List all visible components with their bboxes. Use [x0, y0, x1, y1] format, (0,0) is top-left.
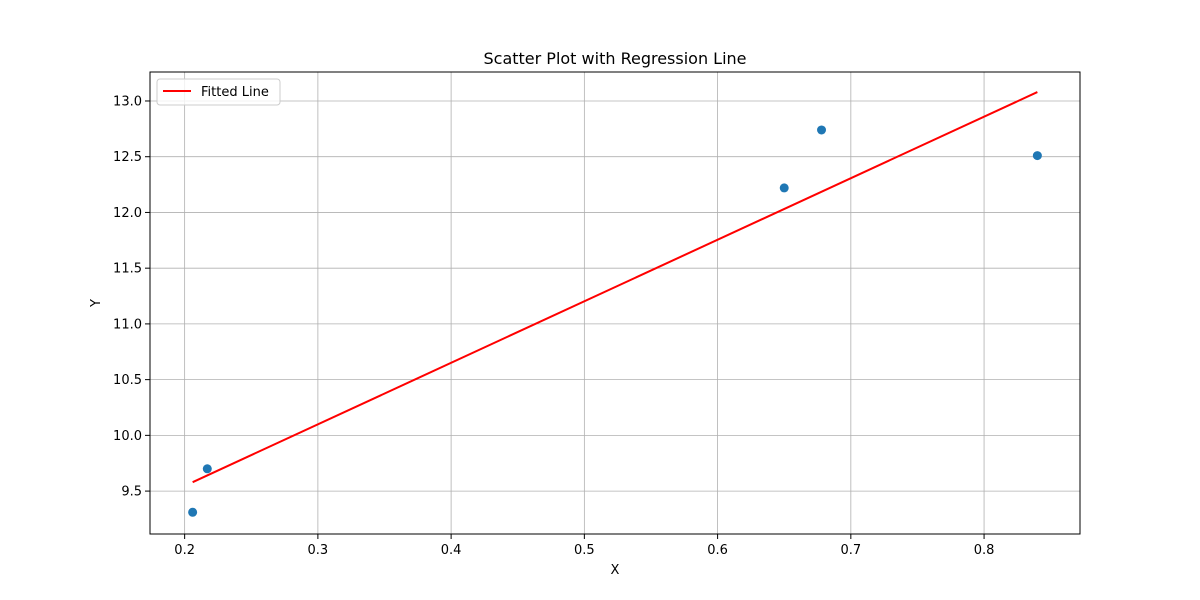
x-tick-label: 0.5 — [574, 543, 595, 558]
plot-frame — [149, 71, 1081, 535]
x-axis-label: X — [611, 563, 620, 578]
fitted-line — [192, 91, 1038, 484]
y-tick-label: 12.5 — [113, 150, 142, 165]
chart-title: Scatter Plot with Regression Line — [483, 49, 746, 68]
y-tick-label: 11.0 — [113, 317, 142, 332]
scatter-point — [779, 183, 789, 193]
scatter-point — [202, 464, 212, 474]
scatter-point — [1032, 151, 1042, 161]
plot-series — [188, 91, 1042, 517]
legend-label-fitted-line: Fitted Line — [201, 85, 269, 100]
y-axis-label: Y — [89, 299, 104, 308]
x-tick-label: 0.4 — [441, 543, 462, 558]
scatter-point — [188, 507, 198, 517]
y-tick-label: 9.5 — [121, 485, 142, 500]
x-tick-label: 0.3 — [308, 543, 329, 558]
y-tick-label: 10.0 — [113, 429, 142, 444]
y-tick-label: 12.0 — [113, 206, 142, 221]
x-tick-label: 0.2 — [174, 543, 195, 558]
x-tick-label: 0.8 — [974, 543, 995, 558]
scatter-point — [817, 125, 827, 135]
x-tick-label: 0.7 — [840, 543, 861, 558]
legend: Fitted Line — [156, 78, 281, 106]
grid-lines — [150, 72, 1080, 534]
y-tick-label: 13.0 — [113, 94, 142, 109]
legend-box — [156, 78, 281, 106]
y-tick-label: 10.5 — [113, 373, 142, 388]
y-tick-label: 11.5 — [113, 262, 142, 277]
axis-ticks: 0.2 0.3 0.4 0.5 0.6 0.7 0.8 9.5 10.0 10.5 11.0 11.5… — [113, 94, 994, 558]
x-tick-label: 0.6 — [707, 543, 728, 558]
